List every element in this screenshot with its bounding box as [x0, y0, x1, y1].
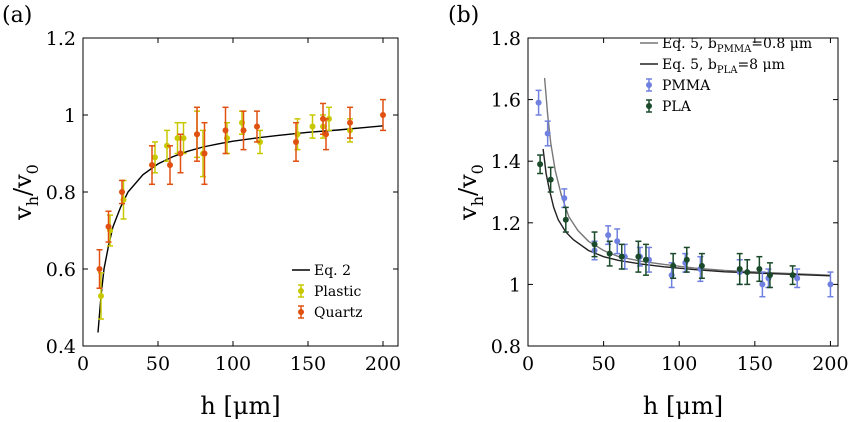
y-tick-label: 1: [509, 274, 521, 296]
x-tick-label: 0: [522, 353, 534, 375]
data-point: [642, 256, 649, 263]
data-point: [794, 275, 801, 282]
legend-marker: [646, 82, 652, 88]
x-tick-label: 100: [661, 353, 697, 375]
curve-line: [97, 125, 384, 333]
legend-entry-label: PLA: [662, 99, 692, 115]
data-point: [201, 150, 208, 157]
x-tick-label: 200: [812, 353, 848, 375]
panel-a: (a) 0 50 100 150 200 0.4 0.6 0.8 1 1.2 h [μm] vh/v0 E…: [2, 3, 401, 420]
panel-label: (b): [448, 3, 479, 28]
data-point: [744, 269, 751, 276]
y-tick-label: 1.4: [491, 151, 521, 173]
data-point: [683, 256, 690, 263]
data-point: [149, 162, 155, 169]
y-tick-label: 0.8: [491, 336, 521, 358]
curve-line: [542, 148, 831, 277]
data-point: [698, 262, 705, 269]
data-point: [827, 281, 834, 288]
data-point: [167, 162, 173, 169]
legend-entry-label: Quartz: [314, 305, 363, 321]
x-tick-label: 50: [146, 353, 170, 375]
data-point: [240, 127, 247, 134]
y-axis-label: vh/v0: [9, 164, 42, 221]
data-point: [177, 150, 184, 157]
legend-entry-label: Eq. 5, bPLA=8 μm: [662, 57, 785, 76]
legend-entry-label: Eq. 2: [314, 263, 351, 279]
data-point: [254, 123, 260, 130]
y-tick-label: 1.2: [491, 213, 521, 235]
data-point: [96, 266, 103, 272]
x-tick-label: 150: [290, 353, 326, 375]
y-tick-label: 1.2: [46, 28, 76, 50]
data-point: [119, 189, 125, 195]
data-point: [635, 253, 642, 260]
data-point: [174, 135, 181, 142]
data-point: [618, 253, 625, 260]
legend-entry-label: PMMA: [662, 78, 711, 94]
data-point: [605, 232, 612, 239]
legend: Eq. 2 Plastic Quartz: [292, 263, 363, 321]
data-point: [606, 250, 613, 257]
legend-marker: [298, 309, 304, 315]
legend-entry-label: Eq. 5, bPMMA=0.8 μm: [662, 36, 812, 55]
data-point: [180, 135, 187, 142]
data-point: [323, 131, 329, 138]
y-tick-label: 1.6: [491, 90, 521, 112]
panel-b: (b) 0 50 100 150 200 0.8 1 1.2 1.4 1.6 1.8 h [μm] vh/…: [448, 3, 849, 420]
data-point: [591, 241, 598, 248]
data-point: [380, 112, 386, 118]
data-point: [766, 272, 773, 279]
data-point: [194, 131, 200, 138]
legend-marker: [646, 103, 652, 109]
data-point: [535, 99, 542, 106]
y-tick-label: 0.8: [46, 182, 76, 204]
legend: Eq. 5, bPMMA=0.8 μm Eq. 5, bPLA=8 μm PMMA P…: [640, 36, 812, 115]
data-point: [789, 272, 796, 279]
data-point: [537, 161, 544, 168]
x-tick-label: 200: [365, 353, 401, 375]
data-point: [309, 123, 316, 130]
y-tick-label: 0.6: [46, 259, 76, 281]
data-point: [561, 195, 568, 202]
data-point: [759, 281, 766, 288]
y-axis-label: vh/v0: [454, 164, 487, 221]
data-point: [293, 138, 299, 145]
data-point: [547, 176, 554, 183]
x-tick-label: 100: [215, 353, 251, 375]
x-axis-label: h [μm]: [643, 392, 723, 420]
panel-label: (a): [2, 3, 32, 28]
legend-entry-label: Plastic: [314, 284, 362, 300]
y-tick-label: 1.8: [491, 28, 521, 50]
data-point: [98, 292, 104, 299]
data-point: [756, 266, 763, 272]
y-tick-label: 1: [64, 105, 76, 127]
data-point: [105, 223, 112, 230]
y-tick-label: 0.4: [46, 336, 76, 358]
data-point: [614, 238, 621, 245]
x-tick-label: 0: [77, 353, 89, 375]
data-point: [222, 127, 229, 134]
data-point: [544, 130, 551, 137]
x-tick-label: 50: [592, 353, 616, 375]
data-point: [670, 262, 677, 269]
axes-frame: [527, 37, 839, 347]
legend-marker: [298, 288, 304, 294]
data-point: [347, 119, 353, 126]
data-point: [736, 266, 743, 272]
x-axis-label: h [μm]: [200, 392, 280, 420]
data-point: [562, 216, 569, 223]
x-tick-label: 150: [737, 353, 773, 375]
data-point: [152, 154, 158, 161]
